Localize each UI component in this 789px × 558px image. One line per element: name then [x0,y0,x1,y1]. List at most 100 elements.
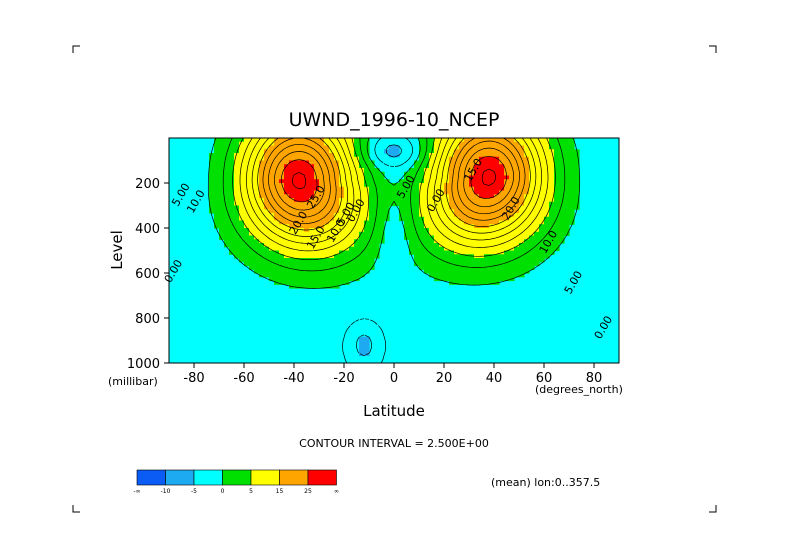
contour-cell [359,156,365,162]
contour-cell [469,254,475,259]
contour-cell [319,186,325,192]
contour-cell [244,224,250,229]
contour-cell [409,194,415,199]
contour-cell [304,246,310,252]
contour-cell [359,141,365,147]
contour-cell [284,239,290,244]
contour-cell [359,261,365,267]
contour-cell [284,273,290,278]
contour-cell [429,239,435,244]
contour-cell [269,205,275,210]
contour-cell [354,175,360,180]
contour-cell [349,164,355,169]
contour-cell [224,198,230,203]
contour-cell [479,194,485,199]
contour-cell [284,198,290,203]
contour-cell [279,198,285,203]
contour-cell [304,220,310,225]
contour-cell [254,149,260,154]
contour-cell [389,153,395,158]
contour-cell [484,269,490,274]
contour-cell [464,276,470,282]
contour-cell [419,205,425,210]
contour-cell [574,186,580,192]
contour-cell [259,190,265,195]
contour-cell [324,175,330,180]
contour-cell [249,175,255,180]
contour-cell [294,216,300,222]
contour-cell [329,205,335,210]
contour-cell [329,194,335,199]
contour-cell [329,145,335,150]
contour-cell [559,168,565,173]
contour-cell [559,179,565,184]
contour-cell [494,273,500,278]
contour-cell [309,213,315,218]
contour-cell [234,190,240,195]
contour-cell [479,145,485,150]
contour-cell [509,190,515,195]
contour-cell [524,168,530,173]
contour-cell [424,201,430,207]
contour-cell [334,276,340,282]
contour-cell [484,160,490,165]
contour-cell [319,205,325,210]
contour-cell [244,205,250,210]
contour-cell [534,141,540,147]
contour-cell [219,201,225,207]
contour-cell [529,168,535,173]
contour-cell [219,194,225,199]
contour-cell [509,220,515,225]
contour-cell [254,216,260,222]
contour-cell [554,213,560,218]
contour-cell [339,156,345,162]
contour-cell [499,209,505,214]
contour-cell [284,179,290,184]
contour-cell [449,216,455,222]
contour-cell [219,216,225,222]
contour-cell [429,224,435,229]
contour-cell [504,213,510,218]
contour-cell [364,239,370,244]
contour-cell [459,220,465,225]
contour-cell [309,269,315,274]
contour-cell [289,179,295,184]
contour-cell [544,156,550,162]
contour-cell [564,220,570,225]
contour-cell [314,243,320,248]
contour-cell [549,216,555,222]
contour-cell [454,168,460,173]
contour-cell [439,149,445,154]
contour-cell [514,261,520,267]
contour-cell [539,179,545,184]
contour-cell [224,190,230,195]
contour-cell [359,243,365,248]
contour-cell [379,220,385,225]
contour-cell [424,224,430,229]
contour-cell [434,243,440,248]
contour-cell [454,213,460,218]
contour-cell [224,201,230,207]
colorbar-tick-label: ∞ [334,488,339,495]
contour-cell [554,220,560,225]
contour-cell [434,239,440,244]
contour-cell [359,164,365,169]
contour-cell [459,254,465,259]
contour-cell [219,179,225,184]
contour-cell [234,145,240,150]
contour-cell [364,209,370,214]
contour-cell [409,246,415,252]
contour-cell [414,254,420,259]
contour-cell [524,224,530,229]
contour-cell [234,149,240,154]
contour-cell [504,198,510,203]
contour-cell [244,201,250,207]
contour-cell [504,276,510,282]
contour-cell [514,156,520,162]
contour-cell [419,149,425,154]
contour-cell [524,231,530,237]
contour-cell [424,220,430,225]
contour-cell [559,220,565,225]
contour-cell [354,276,360,282]
contour-cell [344,280,350,285]
